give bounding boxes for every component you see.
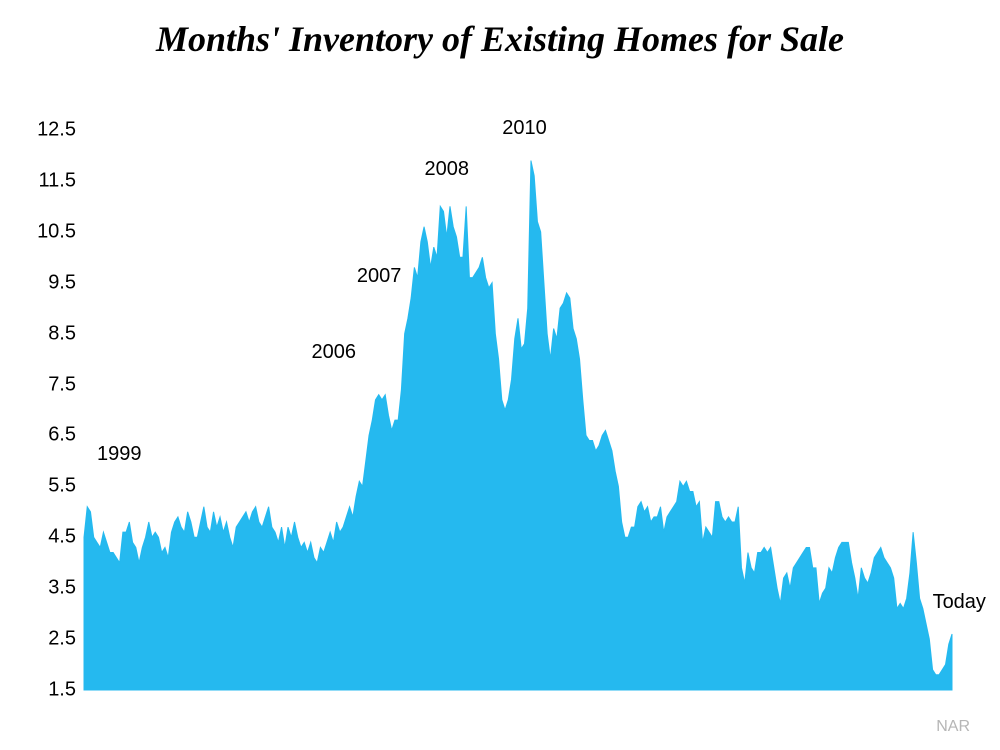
chart-annotation: 2010: [502, 117, 547, 140]
y-tick-label: 9.5: [48, 271, 84, 294]
chart-title: Months' Inventory of Existing Homes for …: [0, 18, 1000, 60]
y-tick-label: 6.5: [48, 424, 84, 447]
chart-annotation: 2007: [357, 265, 402, 288]
y-tick-label: 7.5: [48, 373, 84, 396]
y-tick-label: 12.5: [37, 119, 84, 142]
y-tick-label: 5.5: [48, 475, 84, 498]
chart-annotation: Today: [933, 591, 986, 614]
y-tick-label: 1.5: [48, 679, 84, 702]
y-tick-label: 11.5: [39, 169, 84, 192]
chart-plot-area: 12.511.510.59.58.57.56.55.54.53.52.51.51…: [84, 130, 952, 690]
y-tick-label: 3.5: [48, 577, 84, 600]
y-tick-label: 2.5: [48, 628, 84, 651]
chart-annotation: 2008: [424, 158, 469, 181]
source-label: NAR: [936, 718, 970, 736]
y-tick-label: 4.5: [48, 526, 84, 549]
y-tick-label: 10.5: [37, 220, 84, 243]
chart-annotation: 1999: [97, 443, 142, 466]
chart-annotation: 2006: [312, 341, 357, 364]
area-fill: [84, 130, 952, 690]
y-tick-label: 8.5: [48, 322, 84, 345]
area-path: [84, 161, 952, 690]
